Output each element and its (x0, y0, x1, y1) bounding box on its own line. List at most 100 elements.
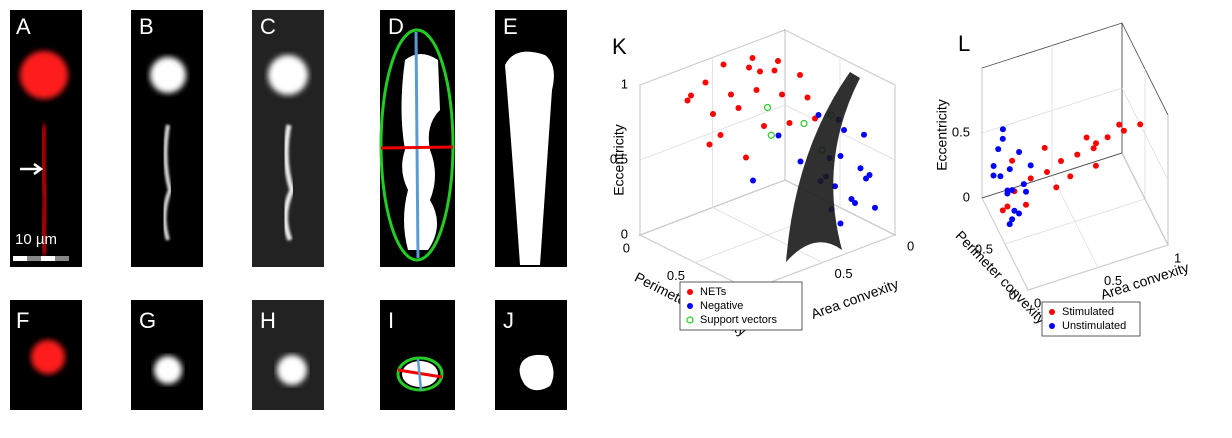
data-point (779, 92, 785, 98)
x-tick-label: 0 (623, 240, 630, 255)
data-point (688, 93, 694, 99)
data-point (991, 163, 997, 169)
legend-marker (687, 303, 693, 309)
data-point (1007, 166, 1013, 172)
panel-label: L (958, 31, 970, 56)
z-axis-label: Eccentricity (934, 99, 950, 171)
data-point (1053, 184, 1059, 190)
data-point (1000, 207, 1006, 213)
z-axis-label: Eccentricity (611, 124, 627, 196)
data-point (1000, 126, 1006, 132)
data-point (710, 111, 716, 117)
data-point (1023, 202, 1029, 208)
data-point (858, 165, 864, 171)
panel-label: D (388, 14, 404, 39)
data-point (1028, 162, 1034, 168)
panel-label: K (612, 34, 627, 59)
data-point (772, 68, 778, 74)
panel-label: B (139, 14, 154, 39)
legend-marker (687, 289, 693, 295)
panel-b: B (131, 10, 203, 267)
data-point (838, 221, 844, 227)
data-point (1074, 152, 1080, 158)
page: 10 µm A B C D E F G (0, 0, 1232, 433)
data-point (765, 105, 771, 111)
data-point (1021, 181, 1027, 187)
panel-label: C (260, 14, 276, 39)
data-point (718, 132, 724, 138)
data-point (685, 98, 691, 104)
data-point (1028, 175, 1034, 181)
data-point (1121, 128, 1127, 134)
data-point (1016, 149, 1022, 155)
data-point (776, 133, 782, 139)
panel-h: H (252, 300, 324, 410)
data-point (995, 146, 1001, 152)
legend-label: Unstimulated (1062, 320, 1126, 332)
legend-marker (1049, 323, 1055, 329)
data-point (1042, 145, 1048, 151)
panel-label: H (260, 308, 276, 333)
data-point (1000, 136, 1006, 142)
legend-label: Support vectors (700, 314, 778, 326)
data-point (816, 112, 822, 118)
z-tick-label: 0.5 (952, 124, 970, 139)
data-point (1093, 163, 1099, 169)
y-axis-label: Area convexity (809, 276, 901, 322)
data-point (787, 120, 793, 126)
data-point (1011, 208, 1017, 214)
panel-i: I (380, 300, 455, 410)
legend-marker (1049, 309, 1055, 315)
grid-line (1052, 176, 1098, 268)
data-point (1009, 216, 1015, 222)
data-point (801, 121, 807, 127)
data-point (1009, 158, 1015, 164)
panel-j: J (495, 300, 567, 410)
legend-label: Stimulated (1062, 306, 1114, 318)
decision-surface (786, 72, 860, 262)
panel-label: A (16, 14, 31, 39)
panel-label: G (139, 308, 156, 333)
data-point (757, 69, 763, 75)
scale-bar-label: 10 µm (15, 231, 57, 248)
data-point (746, 65, 752, 71)
panel-label: J (503, 308, 514, 333)
data-point (750, 55, 756, 61)
data-point (798, 159, 804, 165)
data-point (1116, 122, 1122, 128)
y-tick-label: 0 (907, 238, 914, 253)
panel-g: G (131, 300, 203, 410)
data-point (805, 95, 811, 101)
z-tick-label: 0 (621, 226, 628, 241)
data-point (838, 153, 844, 159)
panel-e: E (495, 10, 567, 267)
data-point (1044, 169, 1050, 175)
panel-f: F (10, 300, 82, 410)
data-point (1105, 134, 1111, 140)
data-point (761, 123, 767, 129)
data-point (872, 205, 878, 211)
panel-label: F (16, 308, 29, 333)
data-point (841, 127, 847, 133)
data-point (728, 92, 734, 98)
data-point (863, 176, 869, 182)
data-point (861, 132, 867, 138)
data-point (743, 155, 749, 161)
panel-d: D (380, 10, 455, 267)
data-point (1137, 121, 1143, 127)
panel-label: I (388, 308, 394, 333)
figure: 10 µm A B C D E F G (0, 0, 1232, 433)
data-point (1084, 134, 1090, 140)
legend-label: Negative (700, 300, 743, 312)
data-point (736, 105, 742, 111)
data-point (1058, 158, 1064, 164)
data-point (991, 173, 997, 179)
data-point (997, 173, 1003, 179)
data-point (707, 142, 713, 148)
panel-c: C (252, 10, 324, 267)
data-point (797, 72, 803, 78)
data-point (768, 132, 774, 138)
data-point (1093, 140, 1099, 146)
